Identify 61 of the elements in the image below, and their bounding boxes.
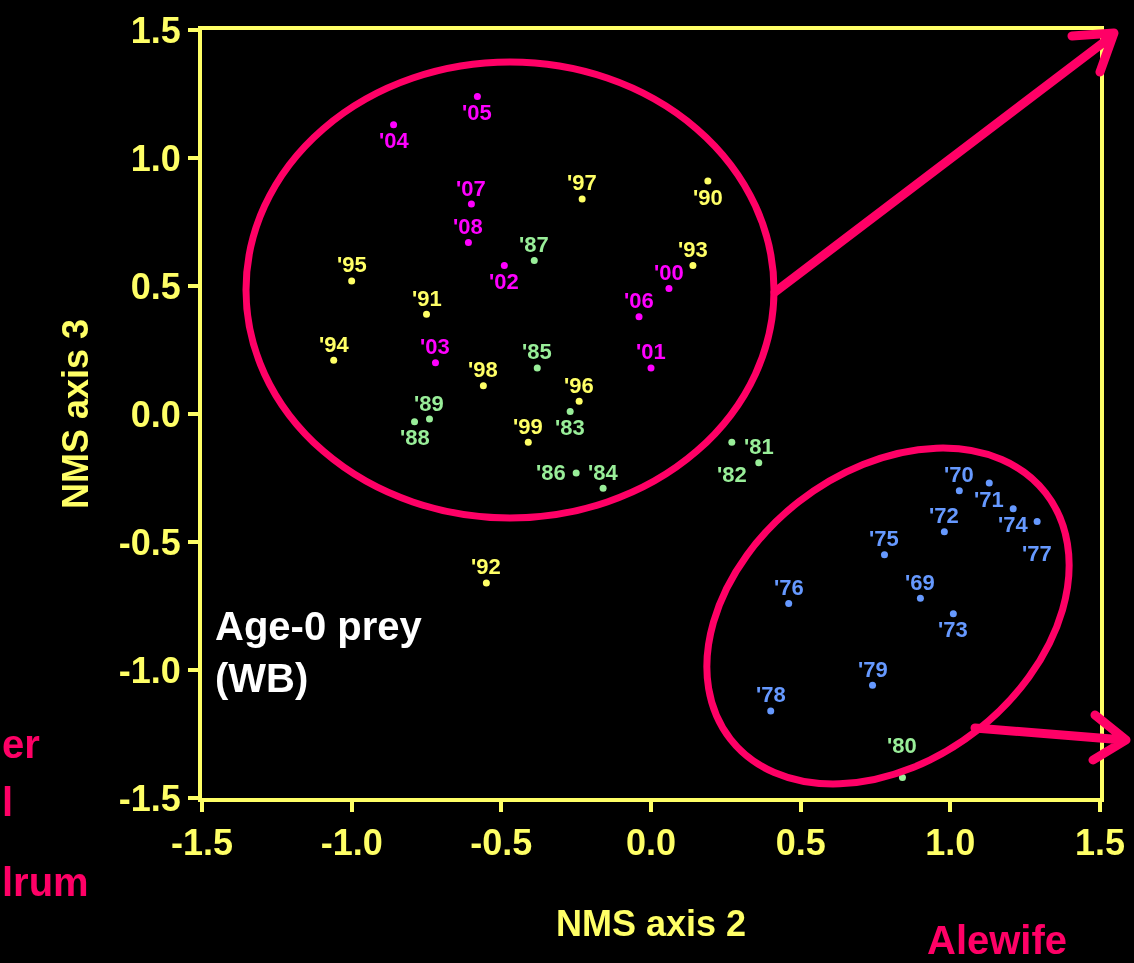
- annotation: '03: [420, 334, 450, 359]
- annotation: '87: [519, 232, 549, 257]
- annotation: '95: [337, 252, 367, 277]
- annotation: '96: [564, 373, 594, 398]
- x-axis-title: NMS axis 2: [555, 903, 747, 945]
- annotation: '77: [1022, 541, 1052, 566]
- annotation: '06: [624, 288, 654, 313]
- y-tick-label: -1.5: [118, 777, 181, 819]
- annotation: Age-0 prey (WB): [215, 604, 423, 700]
- text: er: [2, 722, 40, 766]
- annotation: '92: [471, 554, 501, 579]
- annotation: '04: [379, 128, 410, 153]
- annotation: '98: [468, 357, 498, 382]
- x-tick-label: 0.5: [775, 822, 826, 864]
- annotation: '05: [462, 100, 492, 125]
- annotation: '02: [489, 269, 519, 294]
- y-axis-title: NMS axis 3: [55, 318, 97, 510]
- annotation: '97: [567, 170, 597, 195]
- annotation: '91: [412, 286, 442, 311]
- annotation: '83: [555, 415, 585, 440]
- annotation: '99: [513, 414, 543, 439]
- annotation: '81: [744, 434, 774, 459]
- annotation: '80: [887, 733, 917, 758]
- y-tick-label: -0.5: [118, 521, 181, 563]
- annotation: '00: [654, 260, 684, 285]
- x-tick-label: -0.5: [470, 822, 533, 864]
- x-tick-label: -1.5: [170, 822, 234, 864]
- annotation: '71: [974, 487, 1004, 512]
- annotation: '94: [319, 332, 350, 357]
- annotation: '86: [536, 460, 566, 485]
- x-tick-label: 1.0: [925, 822, 976, 864]
- annotation: '07: [456, 176, 486, 201]
- annotation: '88: [400, 425, 430, 450]
- annotation: '84: [588, 460, 619, 485]
- x-tick-label: 0.0: [625, 822, 677, 864]
- y-tick-label: -1.0: [118, 649, 181, 691]
- y-tick-label: 1.0: [130, 137, 181, 179]
- annotation: '76: [774, 575, 804, 600]
- annotation: '72: [929, 503, 959, 528]
- text: Alewife: [927, 918, 1068, 962]
- annotation: '85: [522, 339, 552, 364]
- annotation: '74: [998, 512, 1029, 537]
- x-tick-label: -1.0: [320, 822, 383, 864]
- annotation: '82: [717, 462, 747, 487]
- text: l: [2, 780, 14, 824]
- annotation: '69: [905, 570, 935, 595]
- annotation: '89: [414, 391, 444, 416]
- annotation: '90: [693, 185, 723, 210]
- text: lrum: [2, 860, 89, 904]
- y-tick-label: 0.5: [130, 265, 181, 307]
- annotation: '01: [636, 339, 666, 364]
- x-tick-label: 1.5: [1074, 822, 1126, 864]
- annotation: '79: [858, 657, 888, 682]
- annotation: '75: [869, 526, 899, 551]
- annotation: '78: [756, 682, 786, 707]
- annotation: '70: [944, 462, 974, 487]
- y-tick-label: 0.0: [130, 393, 181, 435]
- annotation: '93: [678, 237, 708, 262]
- annotation: '73: [938, 617, 968, 642]
- y-tick-label: 1.5: [130, 9, 181, 51]
- annotation: '08: [453, 214, 483, 239]
